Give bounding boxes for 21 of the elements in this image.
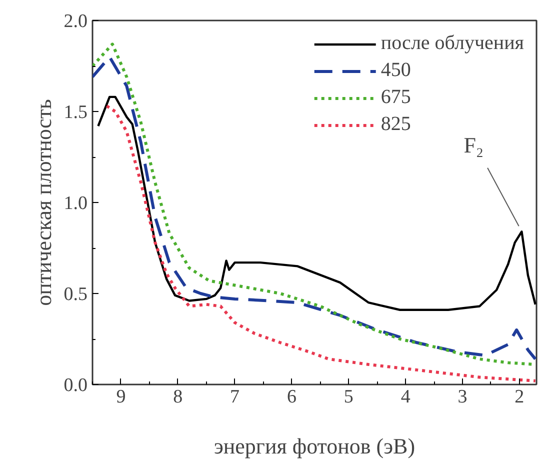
legend-label: 450	[380, 59, 411, 82]
y-tick-label: 0.5	[64, 284, 88, 305]
x-tick-label: 9	[116, 386, 126, 408]
legend-label: после облучения	[380, 32, 524, 55]
legend-label: 825	[380, 113, 411, 136]
x-tick-label: 8	[173, 386, 183, 408]
x-tick-label: 2	[514, 386, 524, 408]
y-tick-label: 1.0	[64, 193, 88, 214]
x-tick-label: 3	[458, 386, 468, 408]
legend-label: 675	[380, 86, 411, 109]
line-series	[105, 104, 536, 382]
annotation: F₂	[464, 132, 484, 158]
x-tick-label: 4	[400, 386, 411, 408]
x-tick-label: 6	[286, 386, 296, 408]
y-tick-label: 1.5	[64, 102, 88, 123]
x-axis-title: энергия фотонов (эВ)	[214, 434, 416, 458]
y-tick-label: 0.0	[64, 375, 88, 396]
x-tick-label: 5	[344, 386, 354, 408]
y-tick-label: 2.0	[64, 11, 88, 32]
y-axis-title: оптическая плотность	[30, 99, 56, 306]
x-tick-label: 7	[230, 386, 240, 408]
